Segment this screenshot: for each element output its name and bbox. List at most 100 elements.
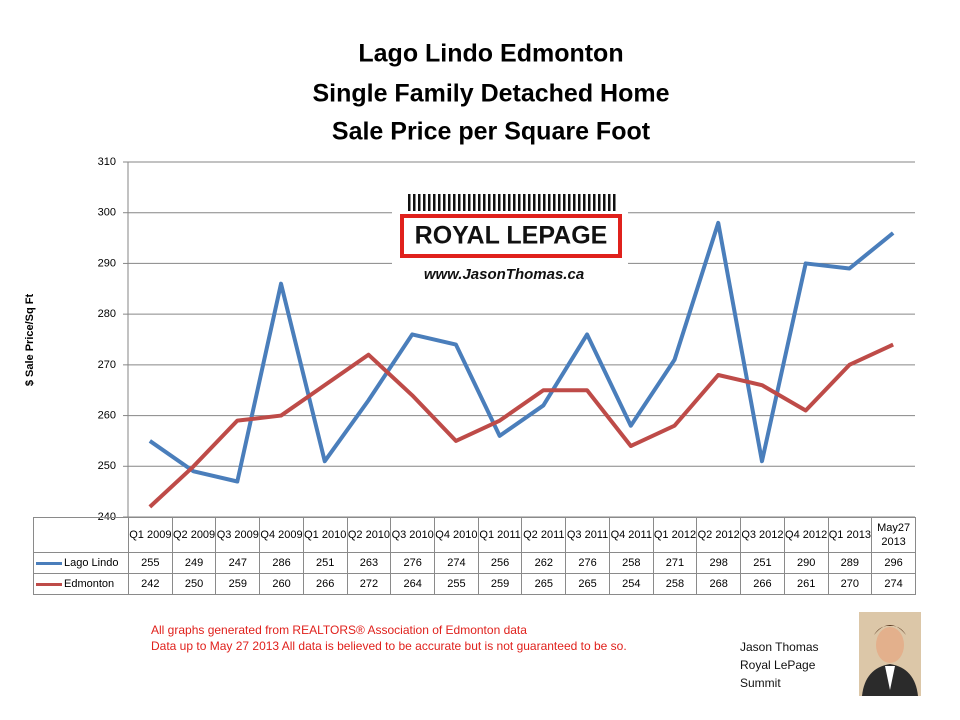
x-tick-label: Q4 2012 xyxy=(783,517,829,553)
logo-bar xyxy=(463,194,466,211)
value-cell: 266 xyxy=(740,573,785,595)
logo-bar xyxy=(518,194,521,211)
logo-bar xyxy=(443,194,446,211)
value-cell: 258 xyxy=(652,573,698,595)
chart-title: Lago Lindo Edmonton xyxy=(358,40,623,68)
value-cell: 298 xyxy=(696,552,742,574)
x-tick-label: Q1 2011 xyxy=(477,517,523,553)
logo-brand: ROYAL LEPAGE xyxy=(415,222,608,250)
logo-bar xyxy=(488,194,491,211)
x-tick-label: Q3 2009 xyxy=(215,517,261,553)
y-tick-label: 280 xyxy=(98,308,116,320)
y-tick-label: 300 xyxy=(98,207,116,219)
logo-bar xyxy=(423,194,426,211)
logo-bar xyxy=(448,194,451,211)
logo-bar xyxy=(468,194,471,211)
chart-subtitle: Single Family Detached Home xyxy=(312,80,669,108)
value-cell: 262 xyxy=(521,552,567,574)
value-cell: 259 xyxy=(477,573,523,595)
legend-label: Edmonton xyxy=(64,578,115,590)
x-tick-label: Q2 2009 xyxy=(171,517,217,553)
logo-bar xyxy=(498,194,501,211)
legend-item: Edmonton xyxy=(33,573,129,595)
value-cell: 274 xyxy=(871,573,916,595)
value-cell: 264 xyxy=(390,573,436,595)
value-cell: 289 xyxy=(827,552,873,574)
series-line xyxy=(148,220,895,484)
logo-bar xyxy=(523,194,526,211)
logo-bar xyxy=(428,194,431,211)
logo-bar xyxy=(583,194,586,211)
x-tick-label: Q2 2011 xyxy=(521,517,567,553)
logo-bar xyxy=(563,194,566,211)
logo-bar xyxy=(613,194,616,211)
logo-bar xyxy=(493,194,496,211)
logo-bar xyxy=(528,194,531,211)
logo-bar xyxy=(418,194,421,211)
value-cell: 254 xyxy=(608,573,654,595)
logo-bar xyxy=(588,194,591,211)
logo-bar xyxy=(538,194,541,211)
value-cell: 296 xyxy=(871,552,916,574)
value-cell: 255 xyxy=(128,552,173,574)
x-tick-label: Q1 2013 xyxy=(827,517,873,553)
value-cell: 259 xyxy=(215,573,261,595)
y-tick-label: 260 xyxy=(98,409,116,421)
logo-bar xyxy=(458,194,461,211)
x-tick-label: Q1 2009 xyxy=(128,517,173,553)
value-cell: 256 xyxy=(477,552,523,574)
x-tick-label: Q1 2012 xyxy=(652,517,698,553)
value-cell: 258 xyxy=(608,552,654,574)
value-cell: 265 xyxy=(565,573,610,595)
value-cell: 255 xyxy=(434,573,479,595)
value-cell: 272 xyxy=(346,573,392,595)
value-cell: 250 xyxy=(171,573,217,595)
logo-bar xyxy=(413,194,416,211)
signature: Summit xyxy=(740,676,781,690)
x-tick-label: Q2 2010 xyxy=(346,517,392,553)
logo-bar xyxy=(598,194,601,211)
legend-item: Lago Lindo xyxy=(33,552,129,574)
legend-swatch xyxy=(36,561,62,565)
value-cell: 271 xyxy=(652,552,698,574)
y-axis-label: $ Sale Price/Sq Ft xyxy=(24,294,36,387)
logo-bar xyxy=(568,194,571,211)
logo-bar xyxy=(483,194,486,211)
logo-bars xyxy=(408,194,616,211)
logo-bar xyxy=(553,194,556,211)
x-tick-label: Q3 2011 xyxy=(565,517,610,553)
value-cell: 247 xyxy=(215,552,261,574)
value-cell: 270 xyxy=(827,573,873,595)
value-cell: 242 xyxy=(128,573,173,595)
x-tick-label: Q4 2009 xyxy=(259,517,304,553)
corner-cell xyxy=(33,517,129,553)
signature: Jason Thomas xyxy=(740,640,819,654)
value-cell: 251 xyxy=(302,552,348,574)
logo-bar xyxy=(593,194,596,211)
logo-bar xyxy=(608,194,611,211)
value-cell: 290 xyxy=(783,552,829,574)
x-tick-label: Q3 2012 xyxy=(740,517,785,553)
logo-url: www.JasonThomas.ca xyxy=(424,266,584,283)
chart-subtitle: Sale Price per Square Foot xyxy=(332,118,651,146)
legend-swatch xyxy=(36,582,62,586)
note: Data up to May 27 2013 All data is belie… xyxy=(151,639,627,653)
series-row: Edmonton 242 250 259 260 266 272 264 255 259 265 26… xyxy=(33,573,916,595)
x-tick-label: Q4 2011 xyxy=(608,517,654,553)
logo-bar xyxy=(503,194,506,211)
y-tick-label: 270 xyxy=(98,359,116,371)
value-cell: 276 xyxy=(565,552,610,574)
logo-bar xyxy=(548,194,551,211)
value-cell: 268 xyxy=(696,573,742,595)
value-cell: 260 xyxy=(259,573,304,595)
logo-bar xyxy=(478,194,481,211)
series-row: Lago Lindo 255 249 247 286 251 263 276 274 256 262… xyxy=(33,552,916,574)
y-tick-label: 250 xyxy=(98,460,116,472)
logo-bar xyxy=(543,194,546,211)
x-tick-label: Q3 2010 xyxy=(390,517,436,553)
x-tick-label: Q4 2010 xyxy=(434,517,479,553)
value-cell: 266 xyxy=(302,573,348,595)
series-line xyxy=(148,342,894,509)
